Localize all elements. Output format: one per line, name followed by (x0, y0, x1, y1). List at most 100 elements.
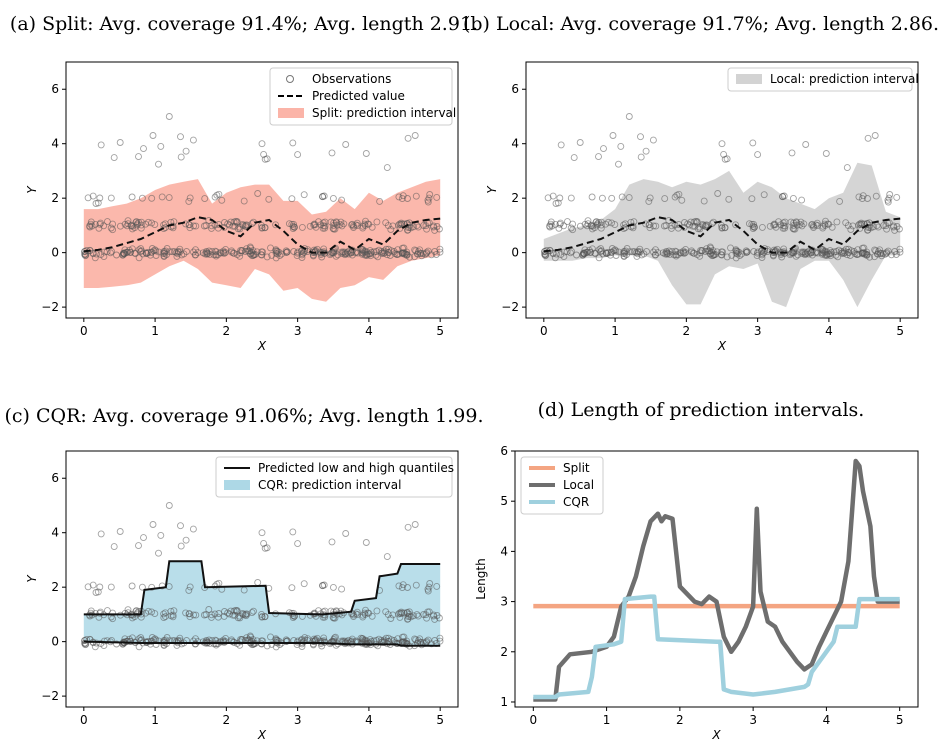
observation-point (148, 245, 156, 252)
observation-point (272, 247, 280, 255)
observation-point (588, 193, 596, 201)
observation-point (570, 154, 578, 162)
observation-point (165, 194, 173, 202)
observation-point (317, 251, 325, 258)
observation-point (294, 540, 302, 548)
observation-point (833, 248, 840, 255)
observation-point (595, 218, 603, 226)
observation-point (149, 521, 157, 528)
observation-point (222, 634, 230, 642)
x-tick-label: 1 (603, 713, 611, 727)
legend-box (727, 67, 913, 92)
observation-point (707, 244, 715, 252)
x-tick-label: 2 (676, 713, 684, 727)
y-tick-label: −2 (41, 300, 59, 314)
observation-point (128, 193, 136, 201)
observation-point (700, 197, 708, 205)
legend-label: CQR (563, 495, 589, 509)
axes-frame (65, 61, 459, 319)
observation-point (278, 250, 285, 258)
observation-point (97, 530, 105, 538)
observation-point (96, 609, 104, 617)
observation-point (123, 222, 131, 230)
x-axis-label: X (257, 339, 267, 353)
observation-point (300, 191, 308, 199)
observation-point (329, 194, 337, 202)
observation-point (587, 222, 595, 230)
observation-point (147, 637, 155, 645)
observation-point (338, 196, 346, 204)
x-tick-label: 5 (436, 324, 444, 338)
observation-point (793, 219, 800, 227)
observation-point (328, 538, 336, 546)
y-tick-label: 6 (51, 82, 59, 96)
observation-point (703, 221, 711, 229)
high-quantile-line (83, 560, 441, 616)
observation-point (138, 194, 146, 202)
observation-point (186, 583, 194, 591)
observation-point (200, 611, 208, 619)
observation-point (205, 606, 213, 613)
observation-point (342, 530, 350, 537)
observation-point (615, 248, 623, 256)
observation-point (319, 193, 327, 201)
observation-point (682, 245, 690, 253)
observation-point (395, 582, 403, 590)
observation-point (855, 193, 863, 201)
observation-point (177, 133, 184, 141)
observation-point (830, 248, 838, 256)
x-tick-label: 0 (80, 713, 88, 727)
observation-point (109, 615, 117, 623)
observation-point (383, 553, 391, 561)
observation-point (883, 225, 891, 233)
observation-point (410, 612, 417, 620)
observation-point (332, 633, 339, 641)
observation-point (843, 164, 851, 172)
observation-point (199, 638, 207, 646)
observation-point (167, 607, 175, 615)
observation-point (723, 253, 731, 261)
x-axis-label: X (711, 728, 721, 742)
observation-point (258, 529, 266, 537)
observation-point (652, 222, 660, 230)
observation-point (221, 249, 229, 256)
observation-point (199, 249, 207, 257)
observation-point (261, 613, 269, 620)
observation-point (362, 539, 370, 546)
observation-point (576, 139, 584, 146)
observation-point (221, 608, 228, 615)
observation-point (352, 248, 360, 256)
observation-point (742, 249, 750, 256)
observation-point (258, 224, 266, 232)
observation-point (400, 609, 408, 617)
observation-point (649, 136, 657, 144)
observation-point (659, 249, 667, 257)
observation-point (89, 192, 97, 200)
observation-point (812, 221, 820, 229)
observation-point (569, 226, 577, 234)
observation-point (822, 217, 829, 225)
observation-point (91, 254, 99, 262)
observation-point (261, 224, 269, 231)
observation-point (713, 248, 721, 256)
observation-point (352, 610, 360, 618)
observation-point (148, 583, 156, 591)
panel-title: (d) Length of prediction intervals. (538, 399, 865, 421)
x-tick-label: 4 (365, 713, 373, 727)
observation-point (611, 221, 619, 229)
observation-point (182, 536, 190, 544)
observation-point (340, 220, 348, 228)
observation-point (86, 612, 94, 620)
observation-point (583, 222, 591, 230)
y-tick-label: 1 (500, 695, 508, 709)
observation-point (160, 252, 168, 260)
observation-point (363, 252, 371, 259)
observation-point (581, 220, 589, 228)
panel-c: (c) CQR: Avg. coverage 91.06%; Avg. leng… (5, 405, 484, 742)
observation-point (253, 248, 261, 256)
observation-point (361, 220, 369, 228)
observation-point (240, 197, 248, 205)
observation-point (808, 220, 816, 228)
observation-point (121, 220, 129, 228)
observation-point (300, 580, 308, 588)
